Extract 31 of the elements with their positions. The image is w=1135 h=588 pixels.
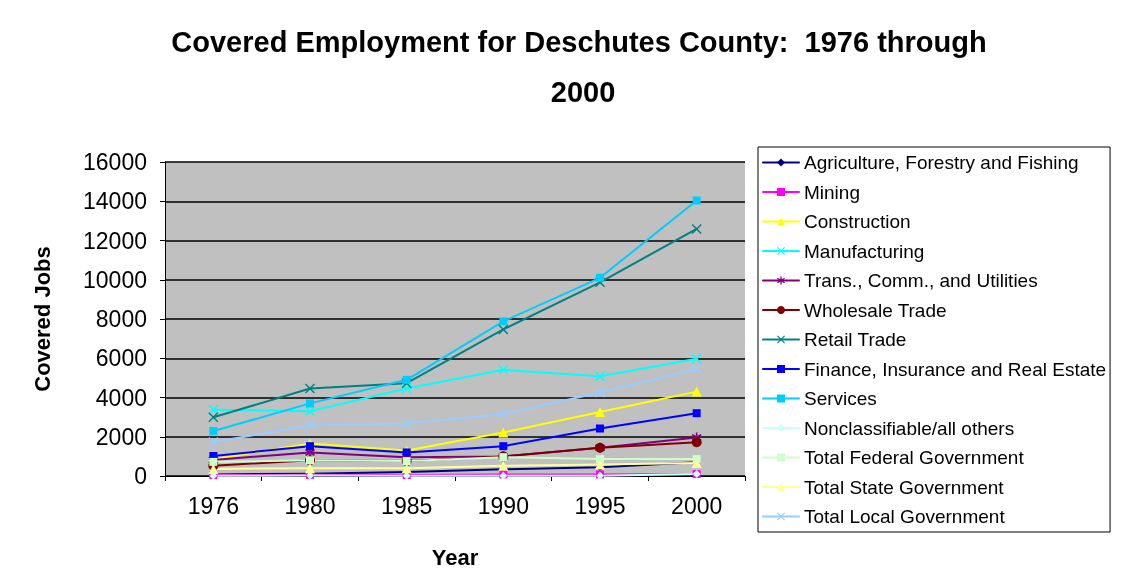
- legend-label: Mining: [804, 181, 860, 203]
- y-tick-label: 14000: [83, 188, 147, 215]
- legend-label: Manufacturing: [804, 240, 925, 262]
- y-tick-label: 6000: [95, 345, 147, 372]
- legend-label: Total Local Government: [804, 506, 1006, 527]
- y-tick-label: 16000: [83, 149, 147, 175]
- legend-label: Total State Government: [804, 476, 1005, 498]
- x-tick-label: 1976: [187, 492, 239, 519]
- x-tick-label: 1990: [477, 492, 529, 519]
- x-tick-label: 1985: [381, 492, 433, 519]
- y-tick-label: 10000: [83, 266, 147, 293]
- chart-title: Covered Employment for Deschutes County: 1976 through 2000: [171, 26, 995, 108]
- y-tick-label: 0: [134, 463, 147, 489]
- legend-label: Retail Trade: [804, 329, 907, 350]
- legend-label: Nonclassifiable/all others: [804, 417, 1015, 439]
- y-tick-label: 4000: [95, 384, 147, 411]
- legend-label: Wholesale Trade: [804, 299, 947, 321]
- legend-label: Services: [804, 388, 877, 409]
- legend-label: Agriculture, Forestry and Fishing: [804, 152, 1079, 173]
- y-tick-label: 12000: [83, 227, 147, 254]
- x-axis-title: Year: [431, 544, 479, 570]
- x-tick-label: 2000: [671, 492, 723, 519]
- x-tick-label: 1995: [574, 492, 626, 519]
- legend-label: Total Federal Government: [804, 447, 1025, 468]
- legend-label: Trans., Comm., and Utilities: [804, 270, 1038, 291]
- legend-label: Finance, Insurance and Real Estate: [804, 358, 1107, 380]
- x-tick-label: 1980: [284, 492, 336, 519]
- legend-label: Construction: [804, 211, 911, 232]
- y-tick-label: 8000: [95, 306, 147, 332]
- y-axis-title: Covered Jobs: [29, 246, 55, 392]
- y-tick-label: 2000: [95, 423, 147, 450]
